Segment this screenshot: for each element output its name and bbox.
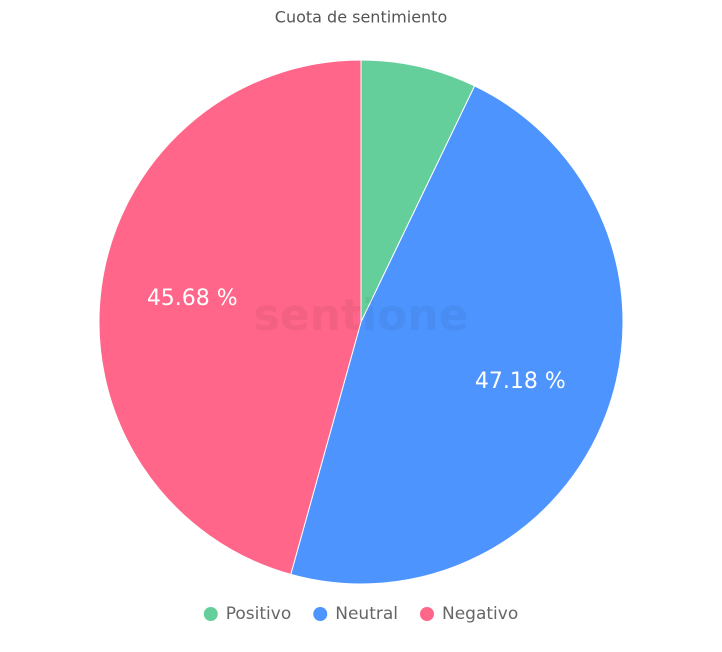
watermark: sentione (254, 290, 469, 341)
pie-slice (290, 85, 624, 585)
chart-title: Cuota de sentimiento (275, 8, 447, 27)
value-label: 47.18 % (475, 369, 566, 394)
value-label: 45.68 % (147, 286, 238, 311)
legend-label: Negativo (442, 604, 518, 624)
legend-label: Neutral (335, 604, 398, 624)
pie-slice (360, 59, 476, 323)
legend-marker (203, 607, 218, 621)
legend-label: Positivo (226, 604, 291, 624)
legend-marker (313, 607, 328, 621)
legend-marker (420, 607, 434, 621)
pie-slice (98, 59, 362, 576)
